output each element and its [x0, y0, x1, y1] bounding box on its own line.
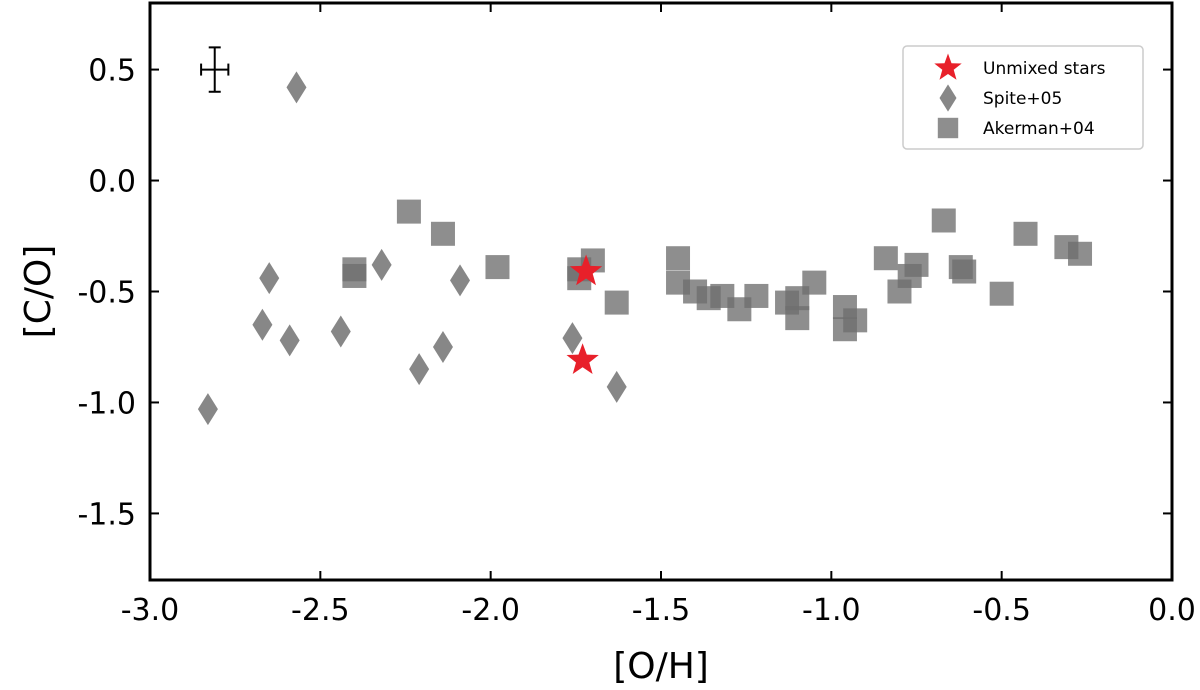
- y-tick-label: 0.0: [88, 165, 136, 200]
- data-point-square: [873, 246, 898, 271]
- legend-label: Unmixed stars: [983, 59, 1106, 79]
- data-point-square: [396, 199, 421, 224]
- legend-marker-star: [934, 53, 962, 80]
- data-point-diamond: [409, 353, 430, 386]
- y-tick-label: 0.5: [88, 54, 136, 89]
- legend-label: Akerman+04: [983, 119, 1095, 139]
- data-point-diamond: [432, 330, 453, 363]
- x-tick-label: -2.5: [291, 593, 350, 628]
- legend-label: Spite+05: [983, 89, 1062, 109]
- x-tick-label: -2.0: [461, 593, 520, 628]
- data-point-diamond: [371, 248, 392, 281]
- data-point-square: [989, 281, 1014, 306]
- data-point-star: [569, 254, 603, 286]
- x-tick-label: -1.0: [802, 593, 861, 628]
- data-point-diamond: [330, 315, 351, 348]
- data-point-square: [430, 221, 455, 246]
- y-axis-label: [C/O]: [18, 245, 59, 339]
- data-point-square: [342, 263, 367, 288]
- data-point-square: [931, 208, 956, 233]
- y-tick-label: -0.5: [77, 276, 136, 311]
- data-point-square: [785, 306, 810, 331]
- data-point-diamond: [252, 308, 273, 341]
- ticks-layer: -3.0 -2.5 -2.0 -1.5 -1.0 -0.5 0.0 -1.5 -1.0 -0.5 0…: [77, 3, 1196, 628]
- data-point-diamond: [197, 393, 218, 426]
- data-point-square: [744, 283, 769, 308]
- data-point-diamond: [279, 324, 300, 357]
- data-point-square: [1068, 241, 1093, 266]
- legend-marker-square: [937, 117, 959, 139]
- x-tick-label: 0.0: [1148, 593, 1196, 628]
- data-point-square: [604, 290, 629, 315]
- y-tick-label: -1.5: [77, 497, 136, 532]
- data-point-diamond: [286, 71, 307, 104]
- x-tick-label: -1.5: [632, 593, 691, 628]
- series-star: [566, 254, 603, 374]
- data-point-square: [1013, 221, 1038, 246]
- legend: Unmixed stars Spite+05 Akerman+04: [902, 45, 1144, 150]
- x-tick-label: -3.0: [121, 593, 180, 628]
- x-axis-label: [O/H]: [613, 646, 709, 687]
- y-tick-label: -1.0: [77, 386, 136, 421]
- data-point-square: [666, 246, 691, 271]
- x-tick-label: -0.5: [972, 593, 1031, 628]
- data-point-diamond: [450, 264, 471, 297]
- points-layer: [197, 71, 1093, 426]
- data-point-diamond: [562, 322, 583, 355]
- series-diamond: [197, 71, 627, 426]
- legend-marker-diamond: [939, 84, 957, 112]
- data-point-square: [843, 308, 868, 333]
- data-point-square: [802, 270, 827, 295]
- data-point-square: [485, 255, 510, 280]
- data-point-square: [904, 252, 929, 277]
- data-point-square: [952, 259, 977, 284]
- legend-box: [902, 45, 1144, 150]
- data-point-diamond: [606, 370, 627, 403]
- data-point-star: [566, 343, 599, 374]
- error-bar: [200, 46, 230, 93]
- data-point-diamond: [259, 262, 280, 295]
- series-square: [342, 199, 1093, 342]
